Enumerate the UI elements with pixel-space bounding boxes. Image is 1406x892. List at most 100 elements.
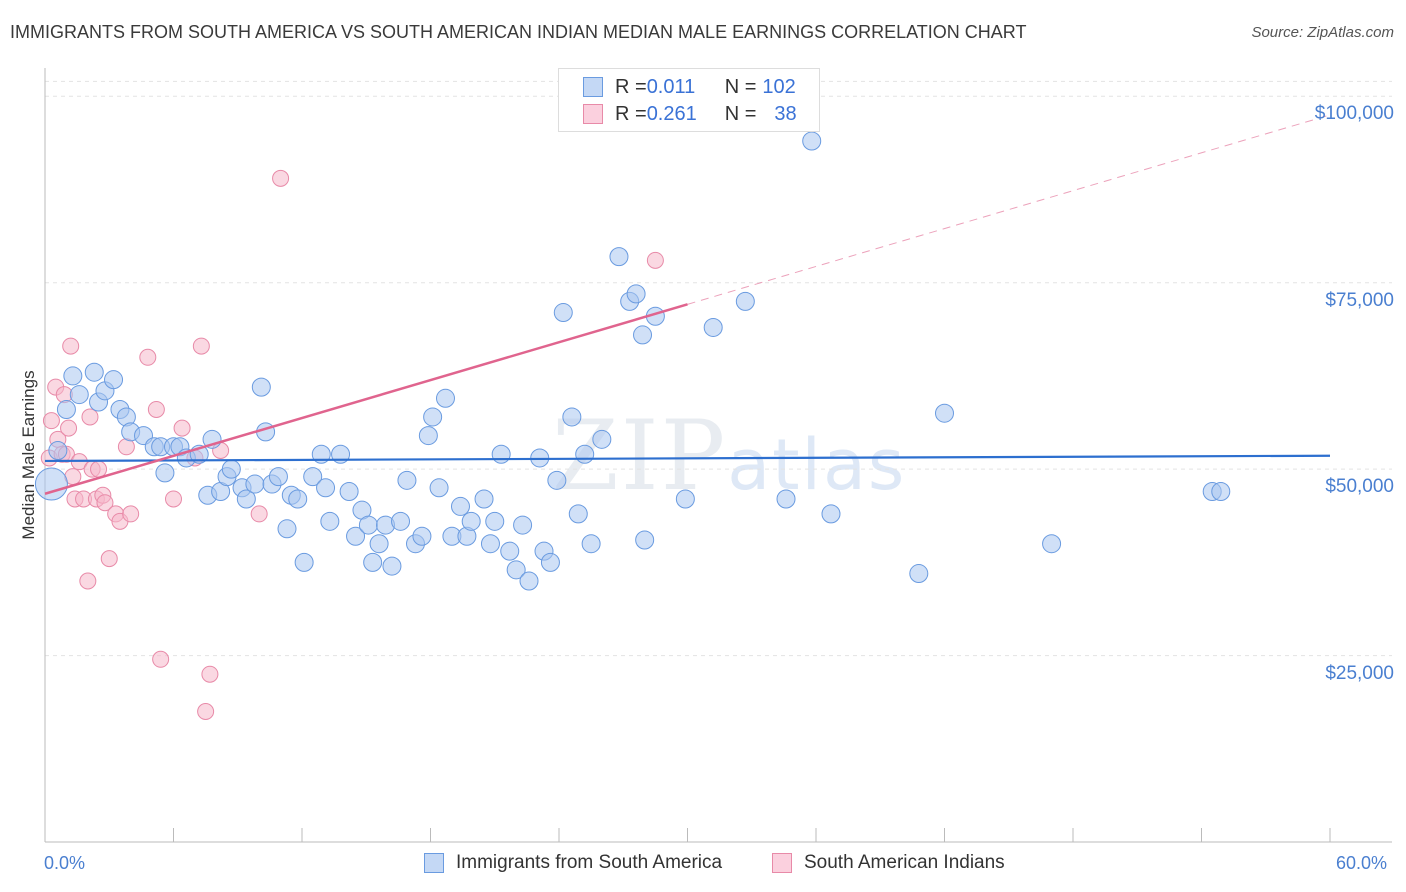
blue-point [382, 556, 402, 576]
pink-point [152, 650, 170, 668]
blue-point [547, 470, 567, 490]
blue-point [412, 526, 432, 546]
blue-point [519, 571, 539, 591]
blue-point [346, 526, 366, 546]
pink-point [79, 572, 97, 590]
x-tick-max: 60.0% [1336, 853, 1388, 873]
blue-point [221, 459, 241, 479]
blue-point [506, 560, 526, 580]
y-tick-label: $100,000 [1314, 103, 1394, 125]
blue-point [703, 317, 723, 337]
blue-point [251, 377, 271, 397]
blue-point [540, 552, 560, 572]
legend-n-value: 102 [762, 75, 796, 98]
pink-point [197, 703, 215, 720]
pink-point [90, 460, 108, 478]
legend-row-pink: R = 0.261 N = 38 [583, 101, 797, 127]
blue-point [1042, 534, 1062, 554]
blue-point [339, 482, 359, 502]
blue-point [581, 534, 601, 554]
pink-point [122, 505, 140, 523]
blue-point [553, 303, 573, 323]
blue-point [288, 489, 308, 509]
blue-point [776, 489, 796, 509]
blue-point [268, 467, 288, 487]
legend-row-blue: R = 0.011 N = 102 [583, 74, 796, 100]
legend-r-value: 0.261 [646, 102, 697, 125]
bottom-legend-label: Immigrants from South America [456, 852, 723, 873]
pink-point [646, 251, 664, 269]
blue-point [418, 426, 438, 446]
y-tick-label: $25,000 [1325, 662, 1394, 684]
blue-point [935, 403, 954, 423]
bottom-legend-immigrants: Immigrants from South America [424, 852, 722, 874]
blue-point [513, 515, 533, 535]
y-tick-label: $75,000 [1325, 289, 1394, 311]
blue-point [562, 407, 582, 427]
trend-lines [44, 114, 1331, 495]
blue-point [821, 504, 841, 524]
blue-point [429, 478, 449, 498]
blue-point [236, 489, 256, 509]
pink-trend-extension [687, 114, 1331, 305]
x-tick-min: 0.0% [44, 853, 86, 873]
legend-r-label: R = [615, 75, 647, 98]
axes [44, 68, 1392, 843]
blue-point [391, 511, 411, 531]
south-american-indians-points [40, 169, 664, 720]
blue-point [104, 370, 124, 390]
legend-swatch-pink [583, 104, 603, 124]
blue-point [294, 552, 314, 572]
blue-point [320, 511, 340, 531]
blue-point [450, 496, 470, 516]
blue-point [491, 444, 511, 464]
blue-point [626, 284, 646, 304]
blue-point [316, 478, 336, 498]
blue-point [480, 534, 500, 554]
correlation-legend: R = 0.011 N = 102 R = 0.261 N = 38 [558, 68, 820, 132]
bottom-legend-swatch-pink [772, 853, 792, 873]
pink-trend-line [44, 303, 688, 495]
blue-point [423, 407, 443, 427]
blue-point [635, 530, 655, 550]
pink-point [60, 419, 78, 437]
pink-point [272, 169, 290, 187]
pink-point [192, 337, 210, 355]
blue-point [397, 470, 417, 490]
blue-point [303, 467, 323, 487]
blue-point [155, 463, 175, 483]
blue-point [802, 131, 822, 151]
pink-point [96, 494, 114, 512]
pink-point [42, 412, 60, 430]
blue-point [84, 362, 104, 382]
blue-trend-line [44, 454, 1331, 463]
pink-point [173, 419, 191, 437]
blue-point [245, 474, 265, 494]
pink-point [201, 665, 219, 683]
blue-point [1211, 482, 1231, 502]
blue-point [609, 247, 629, 267]
blue-point [63, 366, 83, 386]
grid-lines [45, 80, 1392, 657]
legend-n-label: N = [724, 102, 757, 125]
blue-point [568, 504, 588, 524]
chart-title: IMMIGRANTS FROM SOUTH AMERICA VS SOUTH A… [10, 22, 1027, 42]
blue-point [500, 541, 520, 561]
y-tick-label: $50,000 [1325, 476, 1394, 498]
legend-r-label: R = [615, 102, 647, 125]
pink-point [81, 408, 99, 426]
bottom-legend-swatch-blue [424, 853, 444, 873]
blue-point [575, 444, 595, 464]
legend-r-value: 0.011 [646, 75, 696, 98]
blue-point [48, 441, 68, 460]
pink-point [100, 550, 118, 568]
blue-point [485, 511, 505, 531]
blue-point [56, 399, 76, 419]
legend-n-label: N = [724, 75, 757, 98]
watermark-atlas: atlas [727, 424, 907, 506]
legend-swatch-blue [583, 77, 603, 97]
blue-point [358, 515, 378, 535]
immigrants-points [34, 131, 1231, 591]
blue-point [435, 388, 455, 408]
